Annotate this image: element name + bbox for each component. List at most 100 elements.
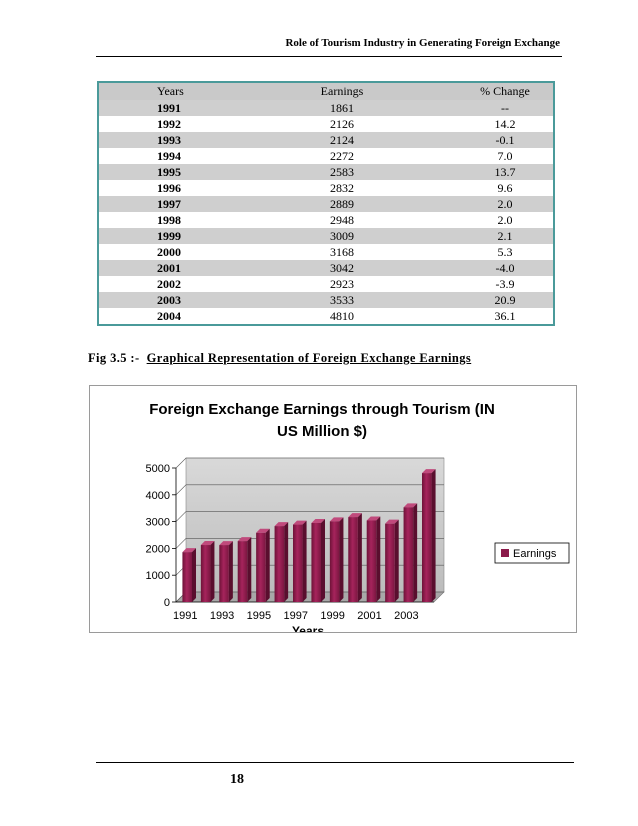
bar-top: [219, 541, 233, 546]
y-tick-label: 5000: [146, 463, 170, 475]
cell-earnings: 2272: [330, 148, 354, 163]
bar-top: [385, 519, 399, 524]
bar-side: [357, 513, 362, 602]
header-rule: [96, 56, 562, 57]
cell-earnings: 3533: [267, 292, 417, 308]
table-row: 2004 4810 36.1: [99, 308, 553, 324]
cell-change: -0.1: [417, 132, 553, 148]
footer-rule: [96, 762, 574, 763]
legend-box: [494, 542, 570, 564]
table-row: 2003 3533 20.9: [99, 292, 553, 308]
gridline: [175, 511, 444, 522]
cell-earnings: 2124: [267, 132, 417, 148]
cell-change: --: [417, 100, 553, 116]
table-row: 2000 3168 5.3: [99, 244, 553, 260]
x-tick-label: 1995: [247, 610, 271, 622]
cell-earnings: 4810: [330, 308, 354, 323]
cell-year: 2002: [157, 276, 181, 291]
bar-1993: [219, 545, 229, 602]
cell-change: 20.9: [417, 292, 553, 308]
bar-top: [329, 517, 344, 522]
column-header-change: % Change: [417, 83, 553, 100]
bar-side: [284, 522, 289, 602]
bar-side: [431, 469, 436, 602]
table-row: 1994 2272 7.0: [99, 148, 553, 164]
bar-1995: [256, 532, 266, 602]
cell-earnings: 2889: [267, 196, 417, 212]
table-header-row: Years Earnings % Change: [99, 83, 553, 100]
bar-side: [247, 537, 252, 602]
bar-side: [265, 528, 270, 602]
cell-year: 1991: [99, 100, 267, 116]
cell-earnings: 3009: [267, 228, 417, 244]
table-row: 2001 3042 -4.0: [99, 260, 553, 276]
cell-earnings: 2832: [330, 180, 354, 195]
bar-side: [192, 548, 197, 602]
cell-year: 1995: [99, 164, 267, 180]
cell-year: 2004: [157, 308, 181, 323]
cell-year: 1997: [99, 196, 267, 212]
bar-top: [182, 548, 197, 553]
page-number: 18: [230, 772, 244, 787]
cell-earnings: 2948: [330, 212, 354, 227]
bar-top: [421, 469, 436, 474]
bar-top: [348, 513, 362, 518]
cell-year: 2000: [157, 244, 181, 259]
gridline: [175, 484, 444, 496]
column-header-earnings: Earnings: [267, 83, 417, 100]
bar-2004: [421, 473, 432, 602]
bar-1991: [182, 552, 193, 602]
bar-1994: [237, 541, 248, 602]
cell-year: 1994: [157, 148, 181, 163]
cell-change: 2.0: [497, 212, 513, 227]
bar-top: [403, 503, 418, 508]
cell-earnings: 3168: [330, 244, 354, 259]
bar-1992: [200, 545, 211, 602]
table-row: 2002 2923 -3.9: [99, 276, 553, 292]
y-tick-label: 1000: [146, 570, 170, 582]
cell-earnings: 2583: [267, 164, 417, 180]
running-header: Role of Tourism Industry in Generating F…: [285, 37, 560, 49]
bar-1998: [311, 522, 322, 602]
bar-top: [292, 520, 307, 525]
cell-change: 9.6: [497, 180, 513, 195]
cell-year: 1999: [99, 228, 267, 244]
cell-year: 1993: [99, 132, 267, 148]
cell-earnings: 2126: [330, 116, 354, 131]
bar-top: [200, 541, 215, 546]
cell-year: 1996: [157, 180, 181, 195]
table-row: 1991 1861 --: [99, 100, 553, 116]
bar-1999: [329, 521, 340, 602]
x-tick-label: 1993: [210, 610, 234, 622]
bar-2001: [366, 520, 377, 602]
bar-side: [302, 520, 307, 602]
bar-top: [237, 537, 252, 542]
bar-top: [311, 518, 326, 523]
legend-label: Earnings: [513, 548, 557, 560]
y-tick-label: 3000: [146, 517, 170, 529]
cell-change: 5.3: [497, 244, 513, 259]
cell-earnings: 3042: [267, 260, 417, 276]
earnings-table: Years Earnings % Change 1991 1861 -- 1992 21…: [97, 81, 555, 326]
figure-label: Fig 3.5 :-: [88, 351, 140, 365]
x-tick-label: 1991: [173, 610, 197, 622]
chart-frame: Foreign Exchange Earnings through Touris…: [89, 385, 577, 638]
chart-title-line: US Million $): [277, 423, 367, 440]
y-tick-label: 0: [164, 597, 170, 609]
cell-year: 1992: [157, 116, 181, 131]
cell-change: 14.2: [494, 116, 516, 131]
x-tick-label: 2001: [357, 610, 381, 622]
cell-change: -4.0: [417, 260, 553, 276]
bar-1996: [274, 526, 285, 602]
bar-side: [394, 519, 399, 602]
column-header-years: Years: [99, 83, 267, 100]
cell-change: 2.0: [417, 196, 553, 212]
bar-side: [413, 503, 418, 602]
x-tick-label: 1999: [320, 610, 344, 622]
y-tick-label: 2000: [146, 543, 170, 555]
figure-caption-text: Graphical Representation of Foreign Exch…: [146, 351, 472, 365]
cell-year: 1998: [157, 212, 181, 227]
bar-top: [256, 528, 270, 533]
cell-change: -3.9: [495, 276, 515, 291]
table-row: 1997 2889 2.0: [99, 196, 553, 212]
